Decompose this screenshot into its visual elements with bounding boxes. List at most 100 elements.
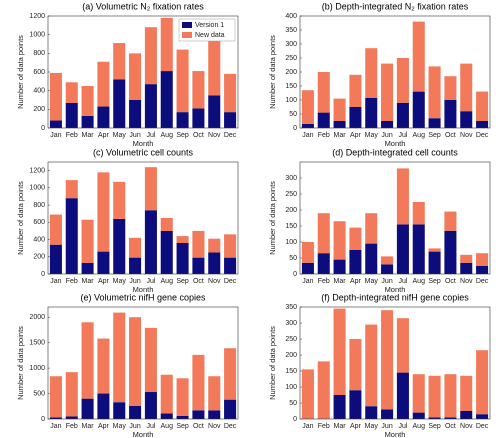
plot-frame: [47, 15, 239, 129]
bar-segment: [192, 230, 205, 258]
bar-segment: [428, 417, 441, 419]
x-tick-label: Jan: [302, 423, 313, 430]
bar-segment: [333, 121, 346, 128]
x-tick-label: Sep: [176, 132, 189, 139]
bar-segment: [65, 372, 78, 417]
x-axis-label: Month: [133, 139, 154, 148]
bar-segment: [428, 118, 441, 128]
bar-segment: [412, 202, 425, 225]
x-axis-label: Month: [385, 285, 406, 294]
bar-segment: [97, 61, 110, 107]
bar-segment: [160, 218, 173, 231]
bar-segment: [129, 317, 142, 406]
x-tick-label: Apr: [98, 423, 110, 430]
y-tick-label: 50: [289, 400, 297, 407]
x-tick-label: Oct: [445, 132, 456, 139]
bar-segment: [396, 318, 409, 373]
y-tick-label: 150: [285, 223, 297, 230]
bar-segment: [81, 398, 94, 419]
bar-segment: [349, 339, 362, 391]
bar-segment: [81, 322, 94, 399]
bar-segment: [65, 82, 78, 103]
bar-segment: [208, 410, 221, 419]
y-tick-label: 150: [285, 368, 297, 375]
bar-segment: [349, 107, 362, 128]
y-tick-label: 350: [285, 304, 297, 311]
bar-segment: [333, 308, 346, 395]
x-axis-label: Month: [385, 139, 406, 148]
y-tick-label: 100: [285, 239, 297, 246]
bar-segment: [301, 123, 314, 128]
bar-segment: [97, 251, 110, 274]
x-tick-label: Aug: [161, 132, 174, 139]
bar-segment: [97, 172, 110, 252]
x-tick-label: Apr: [350, 132, 362, 139]
bar-segment: [381, 63, 394, 121]
bar-segment: [365, 406, 378, 419]
x-tick-label: Jun: [129, 278, 140, 285]
bar-segment: [144, 327, 157, 393]
bar-segment: [349, 390, 362, 419]
y-tick-label: 1200: [29, 167, 45, 174]
bar-segment: [476, 91, 489, 121]
x-tick-label: Mar: [334, 278, 347, 285]
plot-frame: [47, 306, 239, 420]
x-tick-label: Oct: [445, 278, 456, 285]
bar-segment: [49, 72, 62, 121]
y-axis-label: Number of data points: [268, 326, 277, 400]
x-tick-label: Nov: [460, 423, 473, 430]
chart-title: (a) Volumetric N₂ fixation rates: [82, 1, 204, 11]
x-tick-label: Nov: [208, 132, 221, 139]
x-tick-label: Feb: [66, 423, 78, 430]
x-tick-label: Jan: [302, 132, 313, 139]
y-tick-label: 300: [285, 175, 297, 182]
bar-segment: [333, 221, 346, 260]
x-axis-label: Month: [133, 430, 154, 438]
bar-segment: [476, 253, 489, 266]
y-tick-label: 600: [33, 69, 45, 76]
bar-segment: [129, 100, 142, 128]
y-tick-label: 250: [285, 191, 297, 198]
bar-segment: [97, 338, 110, 394]
chart-title: (c) Volumetric cell counts: [93, 147, 194, 157]
y-tick-label: 200: [285, 352, 297, 359]
chart-title: (d) Depth-integrated cell counts: [332, 147, 458, 157]
bar-segment: [444, 76, 457, 100]
bar-segment: [365, 243, 378, 274]
x-tick-label: Dec: [224, 132, 237, 139]
bar-segment: [81, 115, 94, 128]
x-tick-label: Mar: [82, 132, 95, 139]
bar-segment: [49, 214, 62, 245]
x-tick-label: Apr: [350, 423, 362, 430]
x-tick-label: Aug: [413, 423, 426, 430]
bar-segment: [65, 180, 78, 199]
x-tick-label: Jan: [302, 278, 313, 285]
y-tick-label: 400: [285, 13, 297, 20]
bar-segment: [176, 49, 189, 113]
x-tick-label: Dec: [224, 278, 237, 285]
bar-segment: [349, 250, 362, 274]
y-tick-label: 200: [285, 69, 297, 76]
bar-segment: [208, 238, 221, 253]
bar-segment: [349, 227, 362, 250]
x-tick-label: Jun: [381, 132, 392, 139]
legend-box: [178, 18, 236, 42]
bar-segment: [333, 395, 346, 419]
x-tick-label: Oct: [445, 423, 456, 430]
bar-segment: [160, 413, 173, 419]
bar-segment: [381, 121, 394, 128]
bar-segment: [224, 257, 237, 274]
bar-segment: [381, 256, 394, 265]
bar-segment: [476, 350, 489, 415]
chart-title: (e) Volumetric nifH gene copies: [80, 292, 206, 302]
bar-segment: [444, 230, 457, 274]
bar-segment: [81, 262, 94, 274]
bar-segment: [160, 374, 173, 414]
y-tick-label: 300: [285, 320, 297, 327]
bar-segment: [81, 86, 94, 116]
bar-segment: [144, 167, 157, 211]
x-tick-label: Feb: [318, 423, 330, 430]
plot-frame: [47, 161, 239, 275]
y-axis-label: Number of data points: [16, 181, 25, 255]
bar-segment: [444, 100, 457, 128]
